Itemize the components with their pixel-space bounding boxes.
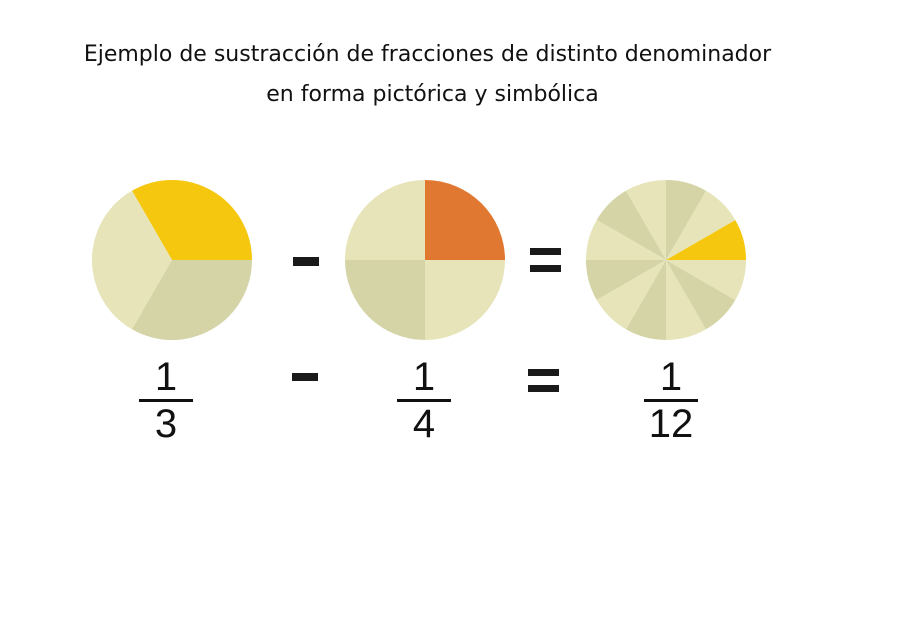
pie-slice — [666, 260, 746, 300]
numerator: 1 — [412, 355, 436, 399]
pie-slice — [92, 190, 172, 330]
title-line-2: en forma pictórica y simbólica — [266, 82, 599, 107]
pie-slice — [345, 180, 425, 260]
pie-slice — [586, 220, 666, 260]
fraction-one-quarter: 1 4 — [389, 355, 459, 446]
numerator: 1 — [154, 355, 178, 399]
fraction-one-third: 1 3 — [131, 355, 201, 446]
denominator: 3 — [154, 402, 178, 446]
title-line-1: Ejemplo de sustracción de fracciones de … — [83, 42, 772, 67]
pie-twelfths — [586, 180, 746, 340]
pie-slice — [666, 190, 736, 260]
denominator: 4 — [412, 402, 436, 446]
shaded-slice — [132, 180, 252, 260]
minus-sign-pictorial — [293, 257, 319, 266]
fraction-bar — [397, 399, 451, 402]
fraction-one-twelfth: 1 12 — [636, 355, 706, 446]
pie-slice — [596, 190, 666, 260]
pie-slice — [586, 260, 666, 300]
shaded-slice — [666, 220, 746, 260]
numerator: 1 — [659, 355, 683, 399]
pie-slice — [132, 260, 252, 340]
denominator: 12 — [648, 402, 694, 446]
pie-slice — [626, 260, 666, 340]
equals-sign-symbolic-bottom — [528, 385, 559, 392]
pie-slice — [666, 260, 736, 330]
fraction-bar — [139, 399, 193, 402]
equals-sign-symbolic-top — [528, 369, 559, 376]
minus-sign-symbolic — [292, 373, 318, 381]
pie-thirds — [92, 180, 252, 340]
pie-quarters — [345, 180, 505, 340]
pie-slice — [345, 260, 425, 340]
pie-slice — [666, 260, 706, 340]
pie-slice — [626, 180, 666, 260]
equals-sign-pictorial-top — [530, 248, 561, 255]
shaded-slice — [425, 180, 505, 260]
pie-slice — [596, 260, 666, 330]
pie-slice — [666, 180, 706, 260]
pie-slice — [425, 260, 505, 340]
fraction-bar — [644, 399, 698, 402]
equals-sign-pictorial-bottom — [530, 265, 561, 272]
